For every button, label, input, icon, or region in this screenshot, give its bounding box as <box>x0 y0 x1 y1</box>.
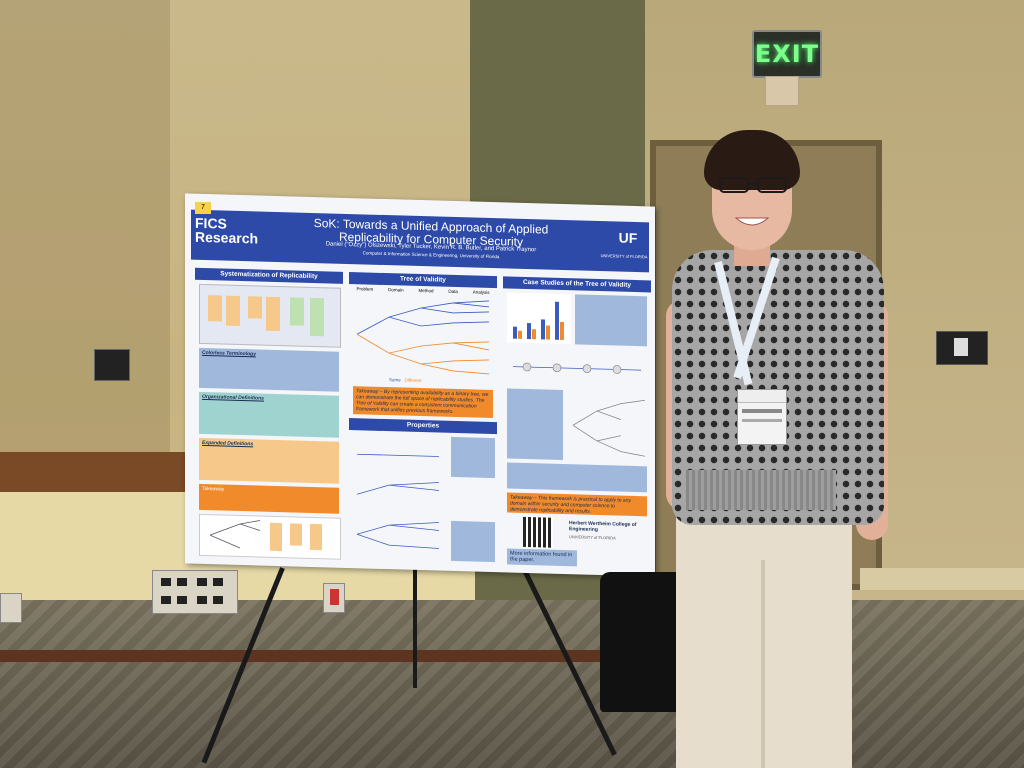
case-study-tree <box>572 399 646 457</box>
tree-of-validity-diagram <box>356 300 490 375</box>
col1-tree-figure <box>209 520 322 552</box>
column-3-header: Case Studies of the Tree of Validity <box>503 276 651 293</box>
poster-banner: FICS Research SoK: Towards a Unified App… <box>191 209 649 273</box>
col3-takeaway-text: Takeaway – This framework is practical t… <box>510 494 631 515</box>
glasses-icon <box>719 177 787 193</box>
power-outlet-panel <box>152 570 238 614</box>
smile-icon <box>734 217 770 226</box>
col3-takeaway: Takeaway – This framework is practical t… <box>507 492 647 517</box>
baseboard <box>0 650 645 662</box>
wall-control-left <box>94 349 130 381</box>
carpet-floor <box>0 600 1024 768</box>
expanded-heading: Expanded Definitions <box>202 439 254 448</box>
easel-leg-back <box>413 568 417 688</box>
column-tree-of-validity: Tree of Validity Problem Domain Method D… <box>349 272 497 566</box>
pants-seam <box>761 560 765 768</box>
replicability-table <box>199 283 341 348</box>
case-study-flow-diagram <box>513 362 641 374</box>
exit-sign-mount <box>765 76 799 106</box>
case-study-note <box>575 294 647 347</box>
col2-takeaway-text: Takeaway – By representing availability … <box>356 388 489 415</box>
legend-different: Different <box>404 377 422 384</box>
qr-code <box>523 516 553 548</box>
col1-takeaway: Takeaway <box>199 483 339 514</box>
organizational-heading: Organizational Definitions <box>202 393 264 402</box>
research-poster: FICS Research SoK: Towards a Unified App… <box>185 193 655 577</box>
case-study-bar-chart <box>507 292 571 345</box>
poster-number-tag: 7 <box>195 202 211 214</box>
uf-logo-sub: UNIVERSITY of FLORIDA <box>600 253 648 260</box>
terminology-block: Colorless Terminology <box>199 347 339 392</box>
expanded-block: Expanded Definitions <box>199 437 339 484</box>
table-figure <box>208 295 324 337</box>
fics-logo: FICS Research <box>195 214 259 247</box>
wall-outlet <box>0 593 22 623</box>
col1-diagram <box>199 513 341 560</box>
column-1-header: Systematization of Replicability <box>195 267 343 284</box>
engineering-logo-sub: UNIVERSITY of FLORIDA <box>569 534 616 541</box>
shirt-hem <box>686 470 836 510</box>
case-study-text <box>507 388 563 460</box>
col2-takeaway: Takeaway – By representing availability … <box>353 386 493 419</box>
exit-sign: EXIT <box>752 30 822 78</box>
more-info-box: More information found in the paper. <box>507 548 577 567</box>
wall-control-right <box>936 331 988 365</box>
terminology-heading: Colorless Terminology <box>202 349 256 358</box>
more-info-text: More information found in the paper. <box>510 550 573 564</box>
exit-sign-label: EXIT <box>754 40 820 68</box>
right-baseboard <box>860 568 1024 590</box>
properties-note-1 <box>451 436 495 479</box>
col1-takeaway-label: Takeaway <box>202 485 225 493</box>
properties-diagrams <box>356 453 440 549</box>
properties-header: Properties <box>349 418 497 435</box>
organizational-block: Organizational Definitions <box>199 391 339 438</box>
uf-logo: UF <box>618 229 638 247</box>
column-case-studies: Case Studies of the Tree of Validity Tak… <box>503 276 651 570</box>
properties-note-2 <box>451 520 495 563</box>
engineering-logo: Herbert Wertheim College of Engineering <box>569 520 637 533</box>
column-systematization: Systematization of Replicability Colorle… <box>195 267 343 562</box>
outlet-sockets-icon <box>161 578 223 604</box>
stage-data: Data <box>448 288 458 295</box>
name-badge <box>737 389 787 445</box>
red-outlet <box>323 583 345 613</box>
tree-legend: Same Different <box>389 377 469 384</box>
legend-same: Same <box>389 377 401 383</box>
case-study-summary <box>507 462 647 493</box>
